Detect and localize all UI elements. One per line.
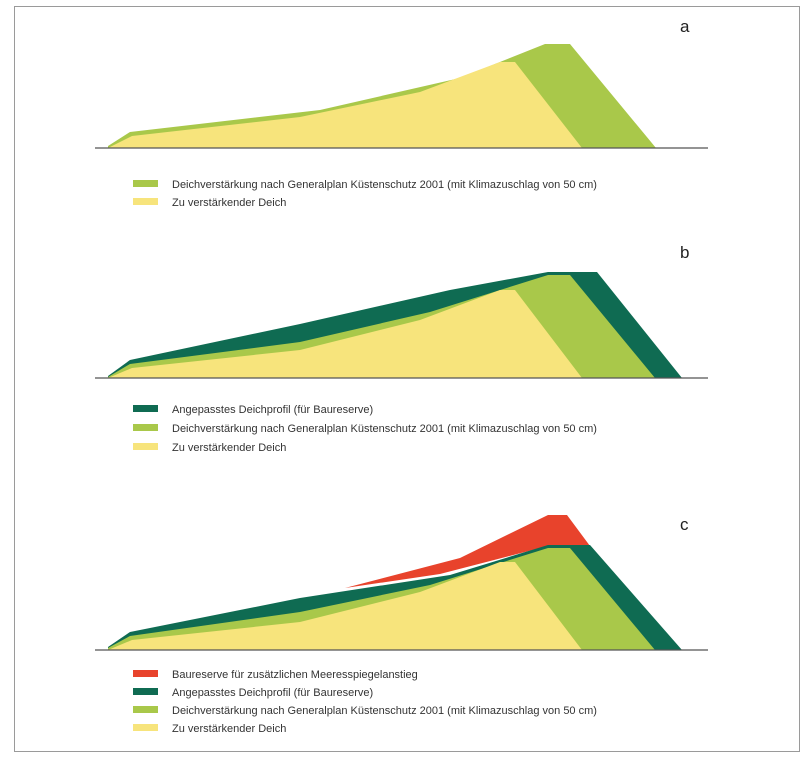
panel-a-legend-label-1: Zu verstärkender Deich: [172, 197, 286, 209]
panel-c-legend-swatch-0: [133, 670, 158, 677]
panel-b: b Angepasstes Deichprofil (für Baureserv…: [95, 243, 708, 454]
panel-c-legend-label-0: Baureserve für zusätzlichen Meeresspiege…: [172, 669, 418, 681]
panel-b-legend-label-1: Deichverstärkung nach Generalplan Küsten…: [172, 423, 597, 435]
panel-b-legend-swatch-2: [133, 443, 158, 450]
panel-c-legend-swatch-3: [133, 724, 158, 731]
panel-a-legend-swatch-0: [133, 180, 158, 187]
panel-a-yellow-dike: [108, 62, 582, 148]
panel-c-legend-swatch-2: [133, 706, 158, 713]
panel-b-legend-swatch-1: [133, 424, 158, 431]
panel-c-legend-label-2: Deichverstärkung nach Generalplan Küsten…: [172, 705, 597, 717]
panel-c-legend-swatch-1: [133, 688, 158, 695]
figure-frame: [14, 6, 800, 752]
panel-c: c Baureserve für zusätzlichen Meeresspie…: [95, 515, 708, 735]
panel-b-letter: b: [680, 243, 689, 262]
panel-b-legend-label-0: Angepasstes Deichprofil (für Baureserve): [172, 404, 373, 416]
panel-c-legend-label-3: Zu verstärkender Deich: [172, 723, 286, 735]
panel-c-legend-label-1: Angepasstes Deichprofil (für Baureserve): [172, 687, 373, 699]
panel-a-legend-swatch-1: [133, 198, 158, 205]
panel-c-letter: c: [680, 515, 689, 534]
panel-b-legend-label-2: Zu verstärkender Deich: [172, 442, 286, 454]
panel-a-legend-label-0: Deichverstärkung nach Generalplan Küsten…: [172, 179, 597, 191]
panel-c-red-reserve: [345, 515, 590, 588]
panel-a-letter: a: [680, 17, 690, 36]
panel-a: a Deichverstärkung nach Generalplan Küst…: [95, 17, 708, 209]
panel-b-yellow-dike: [108, 290, 582, 378]
panel-b-legend-swatch-0: [133, 405, 158, 412]
panel-c-yellow-dike: [108, 562, 582, 650]
